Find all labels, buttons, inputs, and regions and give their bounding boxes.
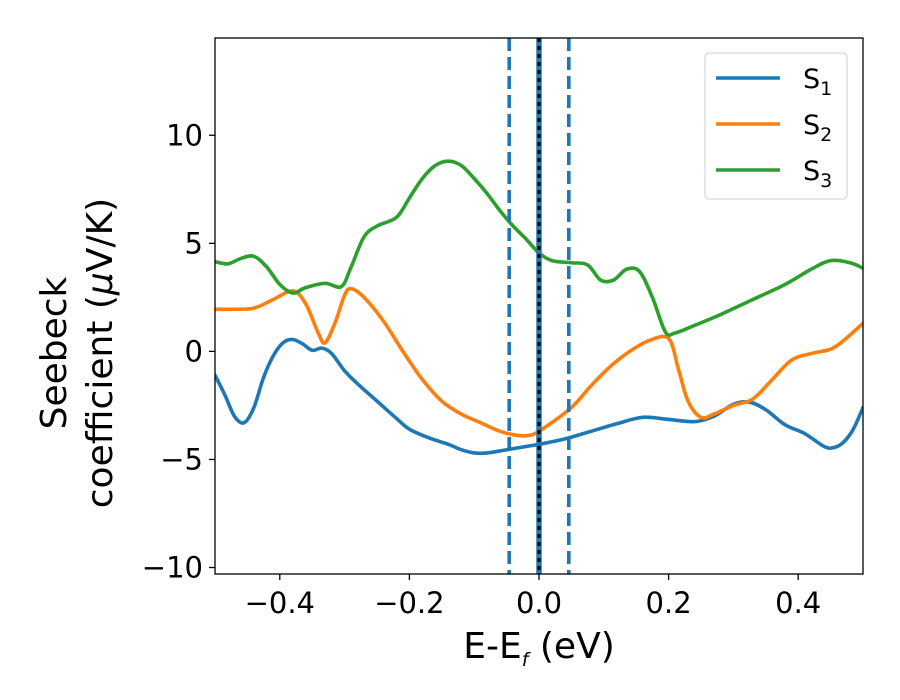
plot-content [215, 38, 863, 574]
series-line-s3 [215, 159, 863, 337]
y-tick-label: −10 [142, 551, 203, 585]
legend-label-s3: S3 [803, 156, 832, 192]
y-axis-label: Seebeck coefficient (μV/K) [34, 198, 121, 508]
legend-label-s1: S1 [803, 64, 832, 100]
y-tick-label: 0 [185, 334, 203, 368]
x-tick-label: 0.4 [775, 586, 821, 620]
y-tick-label: 5 [185, 226, 203, 260]
legend-label-s2: S2 [803, 110, 832, 146]
legend: S1 S2 S3 [704, 52, 848, 200]
x-tick-label: 0.0 [516, 586, 562, 620]
x-tick-label: −0.4 [245, 586, 315, 620]
y-axis-label-line2: coefficient (μV/K) [80, 198, 121, 508]
x-tick-label: 0.2 [646, 586, 692, 620]
series-line-s2 [215, 286, 863, 438]
x-tick-label: −0.2 [374, 586, 444, 620]
legend-box [704, 52, 848, 200]
y-tick-label: −5 [160, 442, 203, 476]
axes: −0.4 −0.2 0.0 0.2 0.4 −10 −5 0 5 10 [142, 37, 864, 620]
x-axis-label: E-Ef (eV) [463, 626, 615, 671]
series-line-s1 [215, 337, 863, 456]
y-axis-label-line1: Seebeck [34, 276, 75, 429]
y-tick-label: 10 [166, 118, 203, 152]
